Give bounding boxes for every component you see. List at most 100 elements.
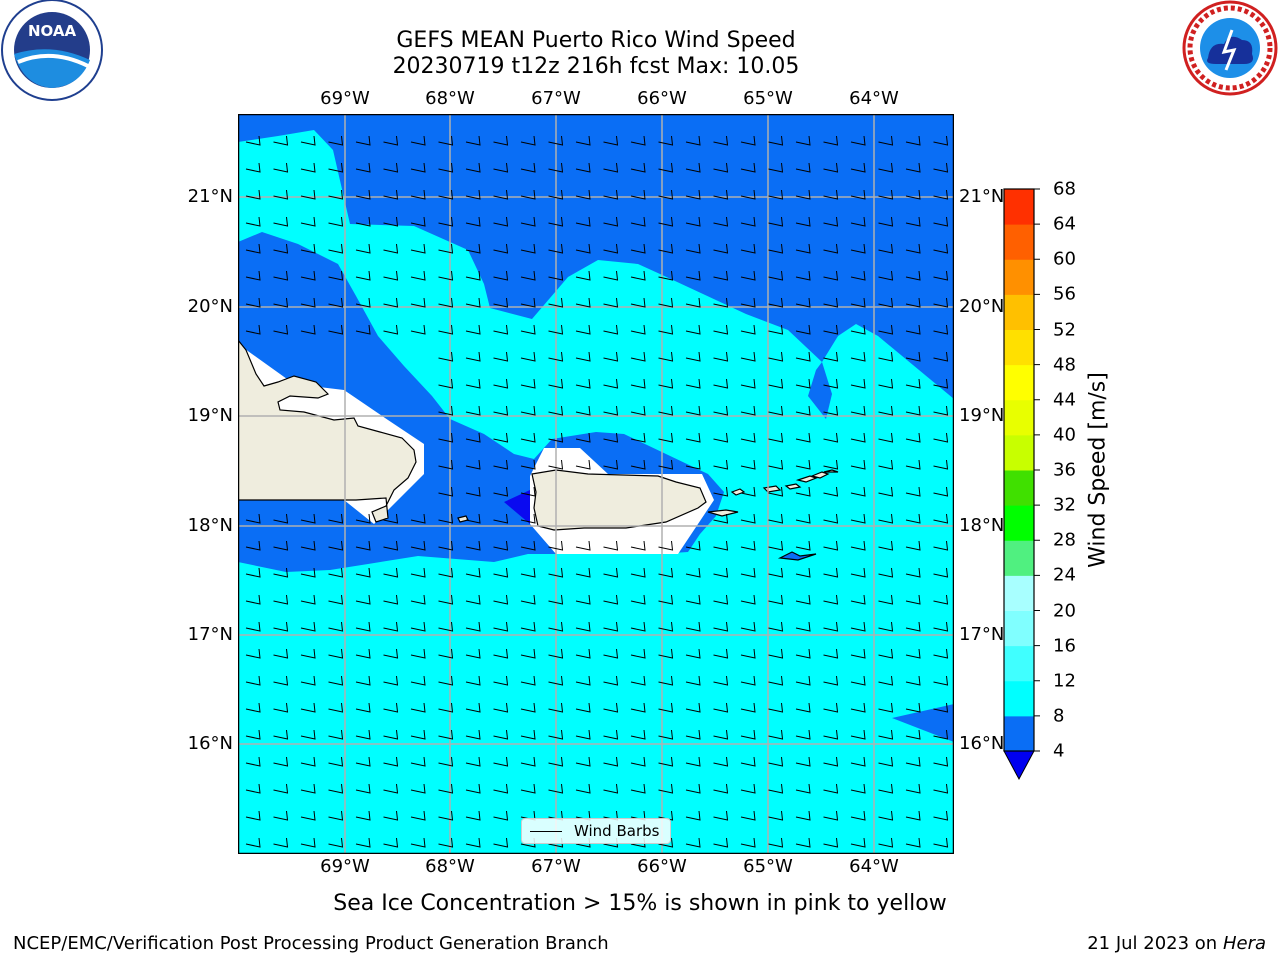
wind-barb xyxy=(383,324,399,335)
wind-barb xyxy=(905,756,921,767)
wind-barb xyxy=(438,216,454,227)
map-frame xyxy=(238,114,954,854)
wind-barb xyxy=(493,540,509,551)
footer-credit: NCEP/EMC/Verification Post Processing Pr… xyxy=(13,933,609,954)
wind-barb xyxy=(273,297,289,308)
wind-barb xyxy=(328,189,344,200)
wind-barb xyxy=(933,216,949,227)
wind-barb xyxy=(630,675,646,686)
colorbar-tick-label: 56 xyxy=(1053,283,1076,305)
wind-barb xyxy=(768,243,784,254)
wind-barb xyxy=(740,810,756,821)
wind-barb xyxy=(878,405,894,416)
wind-barb xyxy=(245,567,261,578)
colorbar-label: Wind Speed [m/s] xyxy=(1085,372,1111,568)
wind-barb xyxy=(630,567,646,578)
wind-barb xyxy=(878,432,894,443)
wind-barb xyxy=(465,540,481,551)
wind-barb xyxy=(850,594,866,605)
wind-barb xyxy=(740,351,756,362)
wind-barb xyxy=(878,135,894,146)
wind-barb xyxy=(795,567,811,578)
wind-barb xyxy=(328,621,344,632)
wind-barb xyxy=(493,513,509,524)
wind-barb xyxy=(713,243,729,254)
lon-label-bottom-66: 66°W xyxy=(637,856,687,877)
wind-barb xyxy=(355,162,371,173)
wind-barb xyxy=(328,270,344,281)
nws-logo xyxy=(1182,0,1278,96)
wind-barb xyxy=(630,783,646,794)
wind-barb xyxy=(768,540,784,551)
wind-barb xyxy=(273,189,289,200)
wind-barb xyxy=(245,675,261,686)
wind-speed-map xyxy=(238,114,954,854)
wind-barb xyxy=(493,270,509,281)
wind-barb xyxy=(520,540,536,551)
wind-barb xyxy=(245,594,261,605)
wind-barb xyxy=(575,675,591,686)
wind-barb xyxy=(328,594,344,605)
lat-label-right-17: 17°N xyxy=(959,624,1005,645)
wind-barb xyxy=(768,378,784,389)
wind-barb xyxy=(438,432,454,443)
wind-4-8-region-notch xyxy=(808,362,832,419)
wind-barb xyxy=(575,351,591,362)
wind-barb xyxy=(493,459,509,470)
wind-barb xyxy=(300,162,316,173)
wind-barb xyxy=(273,135,289,146)
wind-barb xyxy=(740,405,756,416)
wind-barb xyxy=(685,189,701,200)
wind-barb xyxy=(630,540,646,551)
wind-barb xyxy=(768,513,784,524)
wind-barb xyxy=(685,729,701,740)
wind-barb xyxy=(795,513,811,524)
wind-barb xyxy=(548,378,564,389)
wind-barb xyxy=(878,594,894,605)
wind-barb xyxy=(658,432,674,443)
island-st-croix xyxy=(777,551,817,561)
wind-barb xyxy=(795,135,811,146)
wind-barb xyxy=(850,567,866,578)
wind-barb xyxy=(630,756,646,767)
wind-barb xyxy=(905,621,921,632)
wind-barb xyxy=(905,270,921,281)
island-st-thomas xyxy=(762,469,839,493)
wind-barb xyxy=(933,783,949,794)
wind-barb xyxy=(273,567,289,578)
wind-barb xyxy=(713,810,729,821)
wind-barb xyxy=(355,270,371,281)
wind-barb xyxy=(548,783,564,794)
wind-barb xyxy=(383,135,399,146)
wind-barb xyxy=(685,810,701,821)
sea-ice-note: Sea Ice Concentration > 15% is shown in … xyxy=(333,891,947,916)
wind-barb xyxy=(905,702,921,713)
wind-barb xyxy=(905,324,921,335)
wind-barb xyxy=(438,297,454,308)
lon-label-bottom-64: 64°W xyxy=(849,856,899,877)
wind-barb xyxy=(245,783,261,794)
wind-barb xyxy=(300,783,316,794)
wind-barb xyxy=(438,729,454,740)
wind-barb xyxy=(685,243,701,254)
wind-barb xyxy=(355,648,371,659)
wind-barb xyxy=(548,135,564,146)
lat-label-right-16: 16°N xyxy=(959,733,1005,754)
wind-barb xyxy=(493,783,509,794)
wind-barb xyxy=(273,675,289,686)
wind-barb xyxy=(850,459,866,470)
wind-barb xyxy=(575,567,591,578)
wind-barb xyxy=(933,810,949,821)
wind-barb xyxy=(493,351,509,362)
wind-barb xyxy=(383,702,399,713)
wind-barb xyxy=(823,405,839,416)
wind-barb xyxy=(245,702,261,713)
wind-barb xyxy=(768,162,784,173)
wind-barb xyxy=(410,567,426,578)
wind-barb xyxy=(630,648,646,659)
legend-line-icon xyxy=(530,831,562,832)
wind-barb xyxy=(438,243,454,254)
wind-barb xyxy=(878,621,894,632)
wind-barb xyxy=(740,270,756,281)
wind-barb xyxy=(603,675,619,686)
